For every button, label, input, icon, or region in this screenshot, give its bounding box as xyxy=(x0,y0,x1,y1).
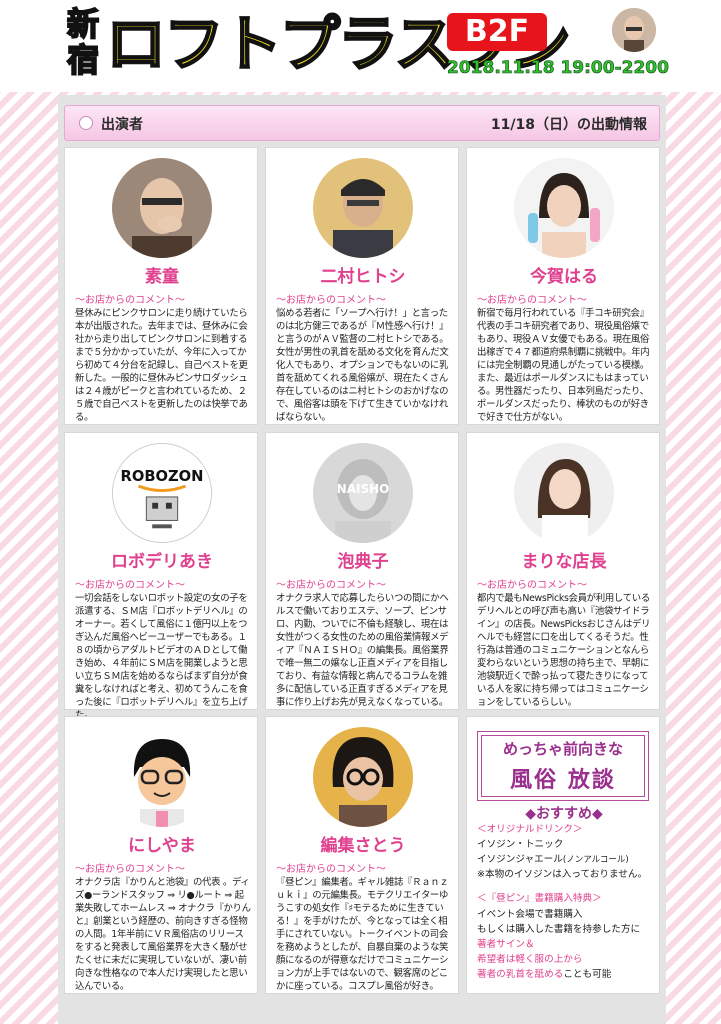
drink-item: イソジンジャエール(ノンアルコール) xyxy=(477,854,629,865)
performer-card: まりな店長 ～お店からのコメント～ 都内で最もNewsPicks会員が利用してい… xyxy=(466,432,660,710)
performer-comment: 新宿で毎月行われている『手コキ研究会』代表の手コキ研究者であり、現役風俗嬢でもあ… xyxy=(477,308,650,423)
performer-comment: 昼休みにピンクサロンに走り続けていたら本が出版された。去年までは、昼休みに会社か… xyxy=(75,308,248,423)
performer-avatar xyxy=(514,158,614,258)
performer-name: 二村ヒトシ xyxy=(320,267,406,287)
book-bonus-title: ＜『昼ピン』書籍購入特典＞ xyxy=(477,893,602,904)
event-datetime: 2018.11.18 19:00-2200 xyxy=(447,58,670,79)
performer-comment: オナクラ求人で応募したらいつの間にかヘルスで働いておりエステ、ソープ、ピンサロ、… xyxy=(276,593,449,708)
floor-badge: B2F xyxy=(447,13,547,51)
performer-avatar xyxy=(112,158,212,258)
promo-card: めっちゃ前向きな 風俗 放談 ◆おすすめ◆ ＜オリジナルドリンク＞ イソジン・ト… xyxy=(466,716,660,994)
robozon-logo: ROBOZON xyxy=(121,468,204,485)
performer-comment: 悩める若者に「ソープへ行け！」と言ったのは北方健三であるが『Ｍ性感へ行け！』と言… xyxy=(276,308,449,423)
comment-title: ～お店からのコメント～ xyxy=(477,580,587,591)
bonus-line: もしくは購入した書籍を持参した方に xyxy=(477,924,641,935)
performer-comment: 『昼ピン』編集者。ギャル雑誌『Ｒａｎｚｕｋｉ』の元編集長。モテクリエイターゆうこ… xyxy=(276,877,449,992)
bonus-line: イベント会場で書籍購入 xyxy=(477,909,583,920)
drink-title: ＜オリジナルドリンク＞ xyxy=(477,824,583,835)
drink-item: イソジン・トニック xyxy=(477,839,564,850)
bonus-line: 著者サイン＆ xyxy=(477,939,535,950)
bullet-icon xyxy=(79,116,93,130)
performer-avatar xyxy=(313,727,413,827)
performer-name: まりな店長 xyxy=(521,552,607,572)
drink-note: ※本物のイソジンは入っておりません。 xyxy=(477,869,648,880)
comment-title: ～お店からのコメント～ xyxy=(276,580,386,591)
content-panel: 出演者 11/18（日）の出動情報 素童 ～お店からのコメント～ 昼休みにピンク… xyxy=(58,95,666,1024)
performer-name: 編集さとう xyxy=(320,836,406,856)
performer-avatar xyxy=(514,443,614,543)
performer-avatar: NAISHO xyxy=(313,443,413,543)
naisho-logo: NAISHO xyxy=(337,482,390,496)
comment-title: ～お店からのコメント～ xyxy=(75,580,185,591)
performer-card: 編集さとう ～お店からのコメント～ 『昼ピン』編集者。ギャル雑誌『Ｒａｎｚｕｋｉ… xyxy=(265,716,459,994)
performer-comment: 一切会話をしないロボット設定の女の子を派遣する、ＳＭ店『ロボットデリヘル』のオー… xyxy=(75,593,248,721)
comment-title: ～お店からのコメント～ xyxy=(75,295,185,306)
performer-card: 今賀はる ～お店からのコメント～ 新宿で毎月行われている『手コキ研究会』代表の手… xyxy=(466,147,660,425)
book-title-line1: めっちゃ前向きな xyxy=(502,740,623,758)
venue-kanji: 新宿 xyxy=(66,5,100,79)
performer-card: 二村ヒトシ ～お店からのコメント～ 悩める若者に「ソープへ行け！」と言ったのは北… xyxy=(265,147,459,425)
performer-card: にしやま ～お店からのコメント～ オナクラ店『かりんと池袋』の代表 。ディズ●ー… xyxy=(64,716,258,994)
performer-name: 今賀はる xyxy=(530,267,598,287)
recommend-heading: ◆おすすめ◆ xyxy=(525,806,603,822)
performer-comment: 都内で最もNewsPicks会員が利用しているデリヘルとの呼び声も高い『池袋サイ… xyxy=(477,593,651,708)
performer-avatar xyxy=(112,727,212,827)
performer-card: 素童 ～お店からのコメント～ 昼休みにピンクサロンに走り続けていたら本が出版され… xyxy=(64,147,258,425)
comment-title: ～お店からのコメント～ xyxy=(276,295,386,306)
header-avatar xyxy=(612,8,656,52)
comment-title: ～お店からのコメント～ xyxy=(75,864,185,875)
book-title-frame: めっちゃ前向きな 風俗 放談 xyxy=(477,731,649,801)
performer-card: NAISHO 泡典子 ～お店からのコメント～ オナクラ求人で応募したらいつの間に… xyxy=(265,432,459,710)
performer-comment: オナクラ店『かりんと池袋』の代表 。ディズ●ーランドスタッフ ⇒ リ●ルート ⇒… xyxy=(75,877,251,992)
bonus-line: 著者の乳首を舐めることも可能 xyxy=(477,969,612,980)
performer-name: 素童 xyxy=(145,267,179,287)
book-title-line2: 風俗 放談 xyxy=(510,768,616,793)
performer-name: ロボデリあき xyxy=(111,552,213,572)
event-header: 新宿 ロフトプラスワン B2F 2018.11.18 19:00-2200 xyxy=(0,0,721,92)
performer-avatar xyxy=(313,158,413,258)
comment-title: ～お店からのコメント～ xyxy=(477,295,587,306)
section-bar: 出演者 11/18（日）の出動情報 xyxy=(64,105,660,141)
section-title: 出演者 xyxy=(101,117,143,133)
performer-name: 泡典子 xyxy=(337,552,389,572)
section-date: 11/18（日）の出動情報 xyxy=(490,117,647,133)
performer-name: にしやま xyxy=(128,836,196,856)
bonus-line: 希望者は軽く服の上から xyxy=(477,954,583,965)
performer-card: ROBOZON ロボデリあき ～お店からのコメント～ 一切会話をしないロボット設… xyxy=(64,432,258,721)
comment-title: ～お店からのコメント～ xyxy=(276,864,386,875)
performer-avatar: ROBOZON xyxy=(112,443,212,543)
